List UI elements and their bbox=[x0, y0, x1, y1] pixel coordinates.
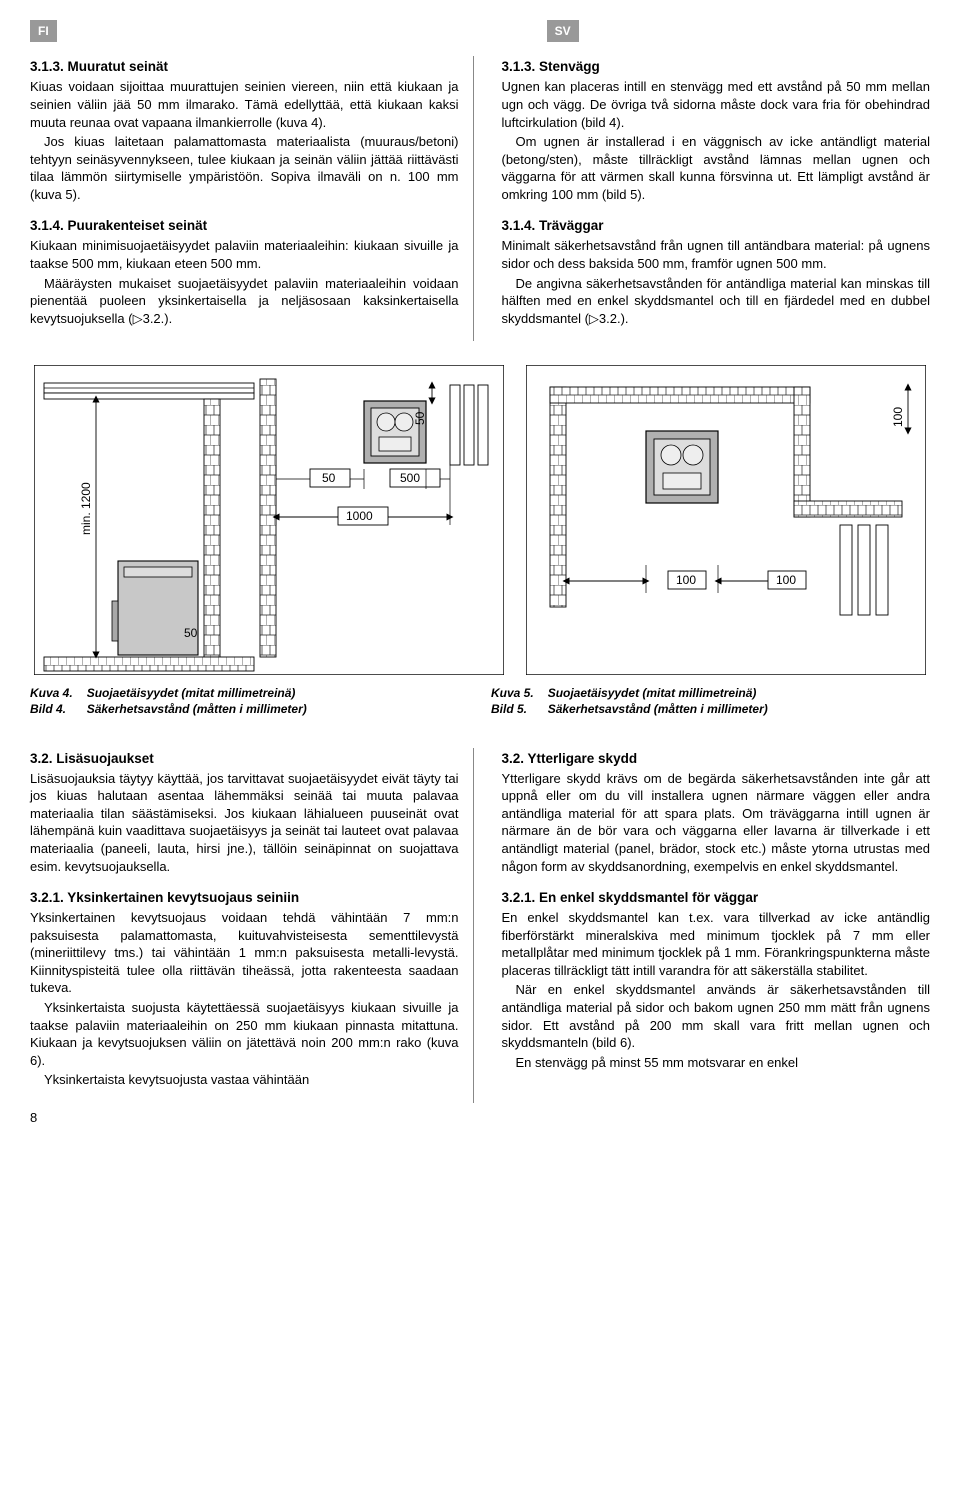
text-fi-321-p1: Yksinkertainen kevytsuojaus voidaan tehd… bbox=[30, 909, 459, 997]
text-fi-321-p2: Yksinkertaista suojusta käytettäessä suo… bbox=[30, 999, 459, 1069]
figure-captions: Kuva 4. Bild 4. Suojaetäisyydet (mitat m… bbox=[30, 685, 930, 717]
language-tags: FI SV bbox=[30, 20, 930, 42]
text-sv-313-p1: Ugnen kan placeras intill en stenvägg me… bbox=[502, 78, 931, 131]
dim-100-top: 100 bbox=[891, 407, 905, 427]
heading-sv-314: 3.1.4. Träväggar bbox=[502, 218, 604, 233]
figure-5: 100 100 100 bbox=[526, 365, 926, 675]
heading-fi-313: 3.1.3. Muuratut seinät bbox=[30, 59, 168, 74]
caption-5: Kuva 5. Bild 5. Suojaetäisyydet (mitat m… bbox=[491, 685, 930, 717]
col-sv-lower: 3.2. Ytterligare skydd Ytterligare skydd… bbox=[502, 748, 931, 1103]
page-number: 8 bbox=[30, 1109, 930, 1127]
caption-4-sv: Säkerhetsavstånd (måtten i millimeter) bbox=[87, 701, 307, 717]
text-sv-321-p1: En enkel skyddsmantel kan t.ex. vara til… bbox=[502, 909, 931, 979]
section-fi-32: 3.2. Lisäsuojaukset Lisäsuojauksia täyty… bbox=[30, 750, 459, 876]
text-fi-321-p3: Yksinkertaista kevytsuojusta vastaa vähi… bbox=[30, 1071, 459, 1089]
dim-50-bl: 50 bbox=[184, 626, 198, 640]
caption-kuva5: Kuva 5. bbox=[491, 685, 534, 701]
text-sv-321-p3: En stenvägg på minst 55 mm motsvarar en … bbox=[502, 1054, 931, 1072]
text-sv-314-p1: Minimalt säkerhetsavstånd från ugnen til… bbox=[502, 237, 931, 272]
text-fi-314-p2: Määräysten mukaiset suojaetäisyydet pala… bbox=[30, 275, 459, 328]
caption-kuva4: Kuva 4. bbox=[30, 685, 73, 701]
text-fi-314-p1: Kiukaan minimisuojaetäisyydet palaviin m… bbox=[30, 237, 459, 272]
dim-100-right: 100 bbox=[776, 573, 796, 587]
caption-5-fi: Suojaetäisyydet (mitat millimetreinä) bbox=[548, 685, 768, 701]
text-sv-32-p1: Ytterligare skydd krävs om de begärda sä… bbox=[502, 770, 931, 875]
col-sv-upper: 3.1.3. Stenvägg Ugnen kan placeras intil… bbox=[502, 56, 931, 341]
caption-bild5: Bild 5. bbox=[491, 701, 534, 717]
upper-columns: 3.1.3. Muuratut seinät Kiuas voidaan sij… bbox=[30, 56, 930, 341]
figure-4: 50 min. 1200 50 50 500 bbox=[34, 365, 504, 675]
dim-500: 500 bbox=[400, 471, 420, 485]
heading-sv-32: 3.2. Ytterligare skydd bbox=[502, 751, 638, 766]
lang-sv-tag: SV bbox=[547, 20, 579, 42]
caption-bild4: Bild 4. bbox=[30, 701, 73, 717]
section-sv-32: 3.2. Ytterligare skydd Ytterligare skydd… bbox=[502, 750, 931, 876]
text-sv-321-p2: När en enkel skyddsmantel används är säk… bbox=[502, 981, 931, 1051]
text-fi-32-p1: Lisäsuojauksia täytyy käyttää, jos tarvi… bbox=[30, 770, 459, 875]
dim-50-top: 50 bbox=[413, 412, 427, 426]
section-sv-313: 3.1.3. Stenvägg Ugnen kan placeras intil… bbox=[502, 58, 931, 203]
col-fi-upper: 3.1.3. Muuratut seinät Kiuas voidaan sij… bbox=[30, 56, 474, 341]
text-sv-314-p2: De angivna säkerhetsavstånden för antänd… bbox=[502, 275, 931, 328]
section-fi-321: 3.2.1. Yksinkertainen kevytsuojaus seini… bbox=[30, 889, 459, 1089]
col-fi-lower: 3.2. Lisäsuojaukset Lisäsuojauksia täyty… bbox=[30, 748, 474, 1103]
heading-sv-313: 3.1.3. Stenvägg bbox=[502, 59, 600, 74]
text-fi-313-p2: Jos kiuas laitetaan palamattomasta mater… bbox=[30, 133, 459, 203]
caption-4-fi: Suojaetäisyydet (mitat millimetreinä) bbox=[87, 685, 307, 701]
heading-fi-32: 3.2. Lisäsuojaukset bbox=[30, 751, 154, 766]
figures-row: 50 min. 1200 50 50 500 bbox=[30, 365, 930, 675]
lower-columns: 3.2. Lisäsuojaukset Lisäsuojauksia täyty… bbox=[30, 748, 930, 1103]
caption-4: Kuva 4. Bild 4. Suojaetäisyydet (mitat m… bbox=[30, 685, 469, 717]
section-fi-313: 3.1.3. Muuratut seinät Kiuas voidaan sij… bbox=[30, 58, 459, 203]
text-fi-313-p1: Kiuas voidaan sijoittaa muurattujen sein… bbox=[30, 78, 459, 131]
lang-fi-tag: FI bbox=[30, 20, 57, 42]
heading-sv-321: 3.2.1. En enkel skyddsmantel för väggar bbox=[502, 890, 759, 905]
section-sv-314: 3.1.4. Träväggar Minimalt säkerhetsavstå… bbox=[502, 217, 931, 327]
dim-100-left: 100 bbox=[676, 573, 696, 587]
dim-1200: min. 1200 bbox=[79, 482, 93, 535]
heading-fi-321: 3.2.1. Yksinkertainen kevytsuojaus seini… bbox=[30, 890, 299, 905]
dim-50-mid: 50 bbox=[322, 471, 336, 485]
text-sv-313-p2: Om ugnen är installerad i en väggnisch a… bbox=[502, 133, 931, 203]
section-fi-314: 3.1.4. Puurakenteiset seinät Kiukaan min… bbox=[30, 217, 459, 327]
caption-5-sv: Säkerhetsavstånd (måtten i millimeter) bbox=[548, 701, 768, 717]
heading-fi-314: 3.1.4. Puurakenteiset seinät bbox=[30, 218, 207, 233]
dim-1000: 1000 bbox=[346, 509, 373, 523]
section-sv-321: 3.2.1. En enkel skyddsmantel för väggar … bbox=[502, 889, 931, 1071]
